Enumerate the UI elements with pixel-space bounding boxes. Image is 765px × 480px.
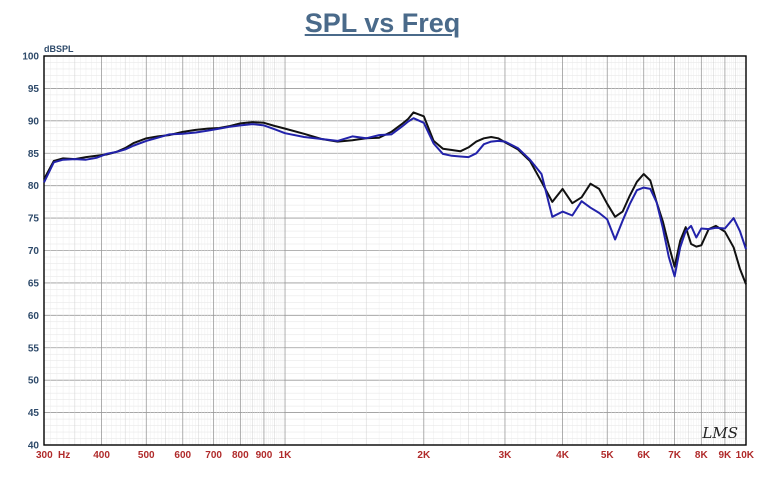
x-axis-unit: Hz	[58, 450, 70, 461]
x-tick-label: 10K	[736, 450, 755, 461]
y-tick-label: 85	[28, 149, 40, 160]
x-tick-label: 600	[174, 450, 191, 461]
y-tick-label: 90	[28, 116, 40, 127]
y-tick-label: 50	[28, 376, 40, 387]
x-tick-label: 500	[138, 450, 155, 461]
y-tick-label: 60	[28, 311, 40, 322]
x-tick-label: 700	[205, 450, 222, 461]
y-axis-label: dBSPL	[44, 44, 74, 54]
x-tick-label: 8K	[695, 450, 709, 461]
y-tick-label: 55	[28, 343, 40, 354]
y-tick-label: 80	[28, 181, 40, 192]
x-tick-label: 2K	[417, 450, 431, 461]
x-tick-label: 6K	[637, 450, 651, 461]
x-tick-label: 5K	[601, 450, 615, 461]
y-tick-label: 100	[22, 52, 39, 63]
x-tick-label: 1K	[279, 450, 293, 461]
y-tick-label: 75	[28, 214, 40, 225]
y-tick-label: 95	[28, 84, 40, 95]
y-tick-label: 40	[28, 441, 40, 452]
chart-title: SPL vs Freq	[304, 8, 461, 38]
plot-border	[43, 55, 747, 446]
y-tick-label: 70	[28, 246, 40, 257]
x-tick-label: 3K	[499, 450, 513, 461]
lms-logo: LMS	[701, 424, 738, 442]
x-tick-label: 800	[232, 450, 249, 461]
x-tick-label: 4K	[556, 450, 570, 461]
y-tick-label: 65	[28, 278, 40, 289]
x-tick-label: 400	[93, 450, 110, 461]
x-tick-label: 300	[36, 450, 53, 461]
x-tick-label: 900	[256, 450, 273, 461]
x-tick-label: 7K	[668, 450, 682, 461]
series-line-2	[43, 117, 747, 278]
x-tick-label: 9K	[719, 450, 733, 461]
y-tick-label: 45	[28, 408, 40, 419]
